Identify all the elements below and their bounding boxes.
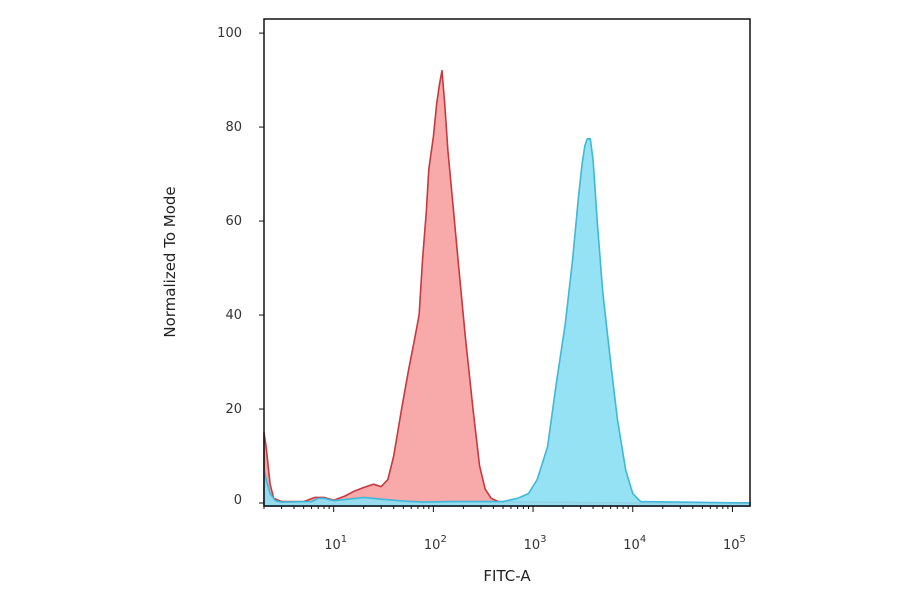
y-axis-ticks: 0 20 40 60 80 100 — [217, 26, 264, 508]
y-axis-title: Normalized To Mode — [161, 186, 179, 337]
y-tick-label: 80 — [225, 120, 242, 135]
x-tick-label: 105 — [723, 534, 746, 553]
x-tick-exponent: 4 — [640, 534, 646, 545]
series-layer — [263, 69, 751, 507]
y-tick-label: 40 — [225, 308, 242, 323]
y-tick-label: 60 — [225, 214, 242, 229]
x-tick-label: 102 — [424, 534, 447, 553]
y-tick-label: 100 — [217, 26, 242, 41]
histogram-series-2 — [263, 138, 751, 507]
y-tick-label: 20 — [225, 402, 242, 417]
x-tick-base: 10 — [324, 538, 341, 553]
x-tick-label: 103 — [524, 534, 547, 553]
x-tick-exponent: 1 — [341, 534, 347, 545]
x-tick-exponent: 3 — [540, 534, 546, 545]
x-tick-base: 10 — [424, 538, 441, 553]
histogram-series-1 — [263, 69, 751, 507]
x-axis-ticks: 101 102 103 104 105 — [263, 506, 746, 553]
x-tick-exponent: 2 — [440, 534, 446, 545]
x-tick-label: 104 — [623, 534, 646, 553]
x-tick-base: 10 — [524, 538, 541, 553]
x-tick-base: 10 — [623, 538, 640, 553]
x-tick-exponent: 5 — [740, 534, 746, 545]
plot-frame — [263, 18, 751, 507]
x-tick-base: 10 — [723, 538, 740, 553]
y-tick-label: 0 — [234, 493, 242, 508]
x-axis-title: FITC-A — [483, 567, 531, 585]
x-tick-label: 101 — [324, 534, 347, 553]
